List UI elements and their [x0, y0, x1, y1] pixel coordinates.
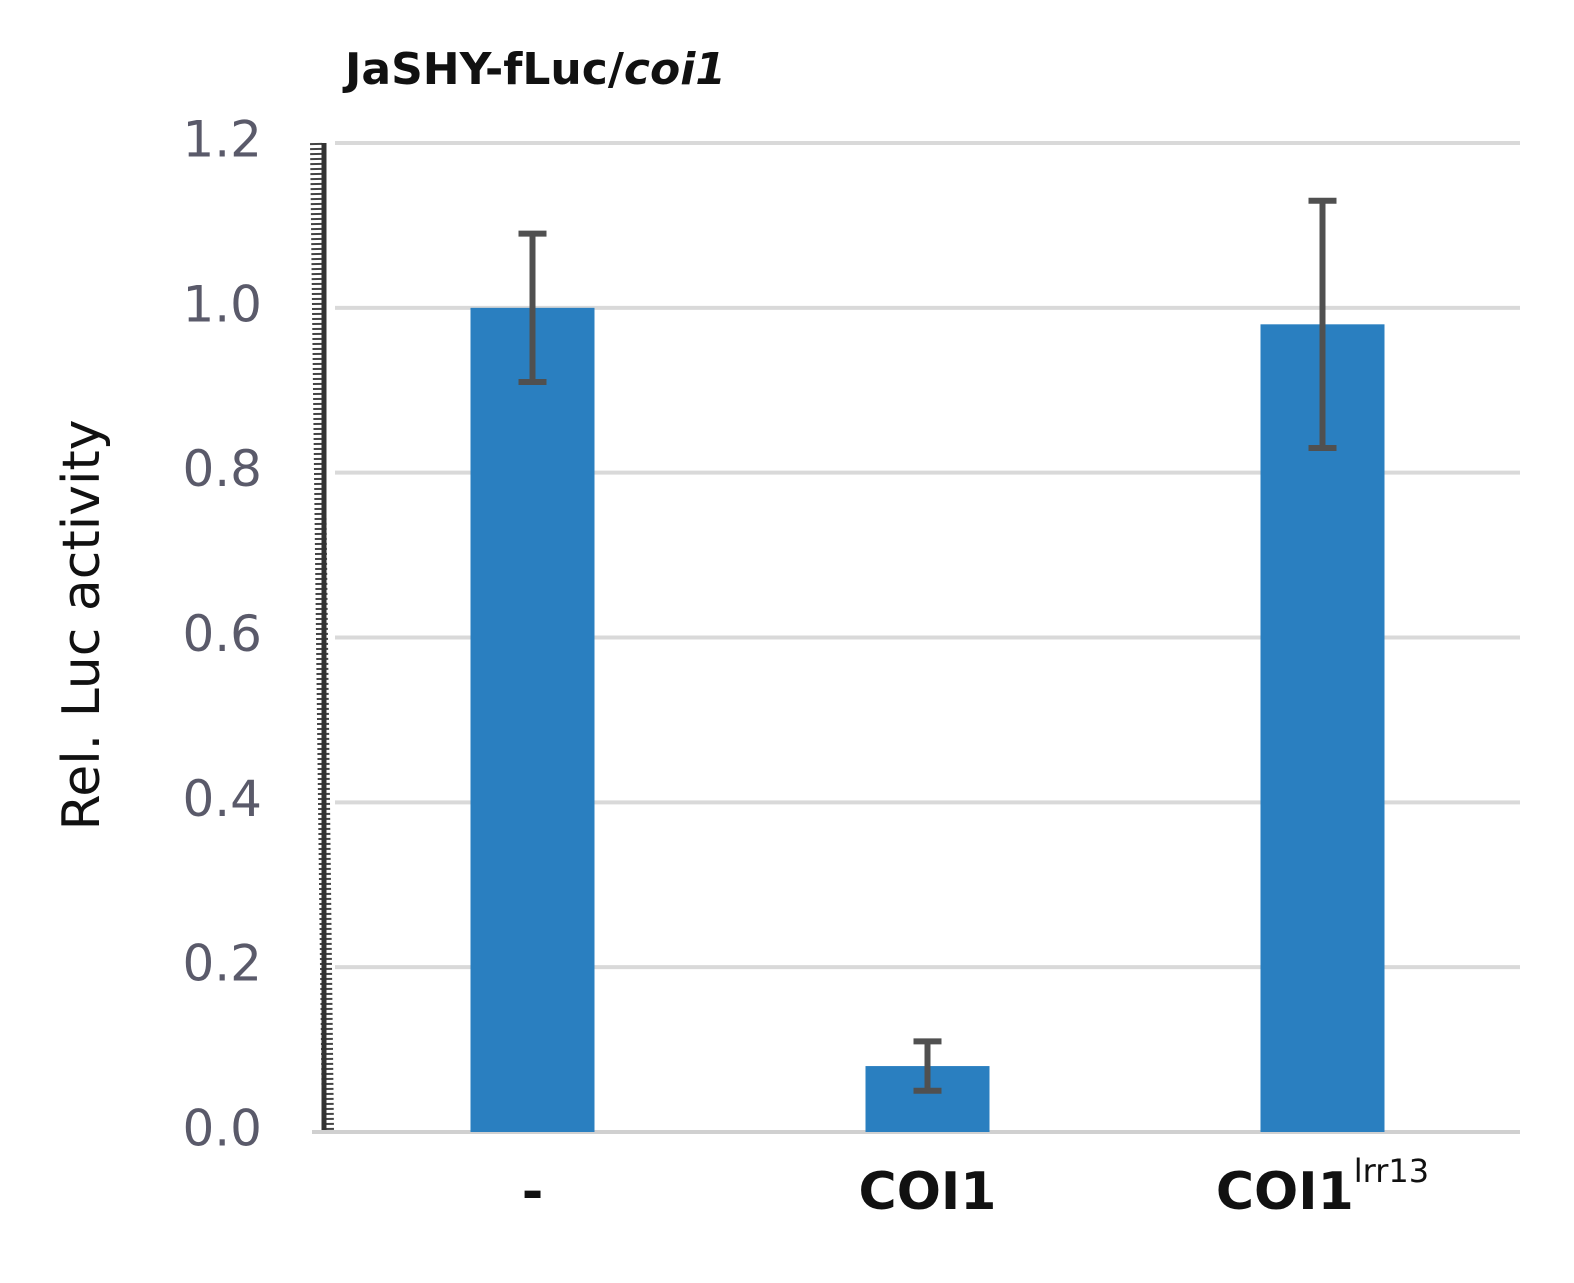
category-superscript: lrr13 — [1354, 1152, 1429, 1190]
y-axis-label: Rel. Luc activity — [52, 419, 112, 830]
y-tick-label: 1.0 — [182, 275, 262, 333]
y-tick-label: 0.4 — [182, 770, 262, 828]
y-tick-label: 0.6 — [182, 605, 262, 663]
y-tick-label: 1.2 — [182, 111, 262, 169]
error-bar — [913, 1038, 942, 1094]
title-italic: coi1 — [624, 44, 726, 95]
bar — [470, 307, 595, 1132]
y-tick-label: 0.2 — [182, 935, 262, 993]
x-tick-label: COI1lrr13 — [1216, 1152, 1429, 1222]
title-main: JaSHY-fLuc/ — [342, 44, 625, 95]
error-bar — [518, 230, 547, 386]
category-name: - — [522, 1162, 544, 1222]
x-tick-label: COI1 — [859, 1162, 997, 1222]
error-bar — [1308, 197, 1337, 451]
chart-title: JaSHY-fLuc/coi1 — [342, 44, 726, 95]
y-tick-label: 0.0 — [182, 1100, 262, 1158]
y-tick-label: 0.8 — [182, 440, 262, 498]
category-name: COI1 — [1216, 1162, 1354, 1222]
x-tick-label: - — [522, 1162, 544, 1222]
category-name: COI1 — [859, 1162, 997, 1222]
bar — [1260, 324, 1385, 1133]
